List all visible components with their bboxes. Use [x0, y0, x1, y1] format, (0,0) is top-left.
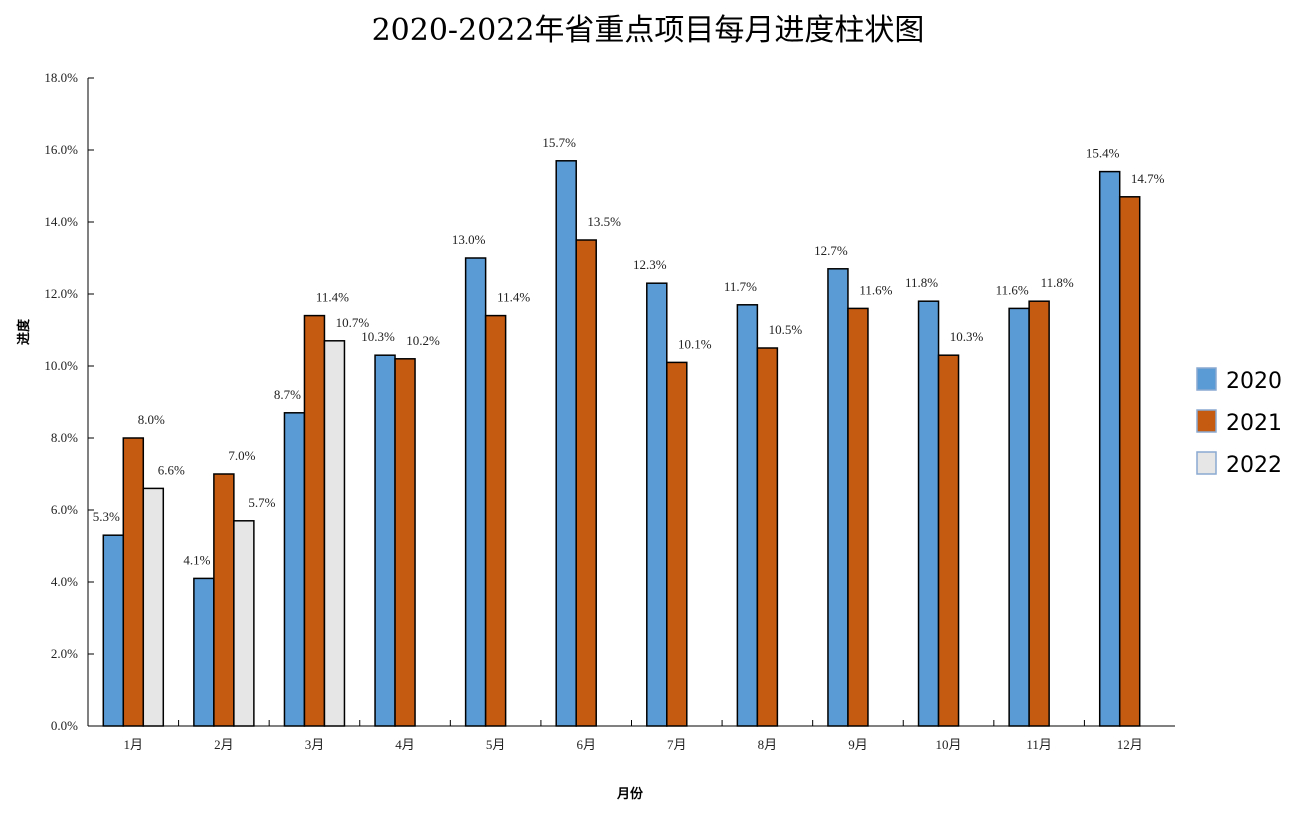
bar-2021	[575, 239, 597, 727]
bar-2022	[233, 520, 255, 727]
bar-2021	[937, 354, 960, 727]
bar-2021	[303, 314, 326, 727]
data-label: 5.3%	[93, 509, 120, 524]
x-tick-label: 3月	[305, 737, 325, 752]
bar-2020	[193, 577, 215, 727]
bar-2020	[1098, 170, 1121, 727]
chart-title: 2020-2022年省重点项目每月进度柱状图	[372, 13, 925, 48]
data-label: 15.4%	[1086, 146, 1120, 161]
data-label: 15.7%	[542, 135, 576, 150]
x-tick-label: 4月	[395, 737, 415, 752]
x-tick-label: 12月	[1117, 737, 1143, 752]
bar-2021	[1028, 300, 1050, 727]
y-tick-label: 16.0%	[44, 142, 78, 157]
legend-swatch-2021	[1196, 409, 1217, 433]
data-label: 5.7%	[248, 495, 275, 510]
data-label: 8.7%	[274, 387, 301, 402]
y-tick-label: 18.0%	[44, 70, 78, 85]
bar-2022	[323, 340, 346, 727]
x-axis-label: 月份	[616, 786, 644, 802]
data-label: 12.3%	[633, 257, 667, 272]
x-tick-label: 9月	[848, 737, 868, 752]
bar-2020	[555, 160, 577, 727]
legend-swatch-2020	[1196, 367, 1217, 391]
bar-2021	[1118, 196, 1141, 727]
bar-2021	[394, 358, 416, 727]
x-tick-label: 10月	[936, 737, 962, 752]
data-label: 10.5%	[769, 322, 803, 337]
x-tick-label: 7月	[667, 737, 687, 752]
data-label: 11.8%	[905, 275, 938, 290]
bar-2020	[646, 282, 668, 727]
data-label: 14.7%	[1131, 171, 1165, 186]
x-tick-label: 1月	[124, 737, 144, 752]
x-tick-label: 6月	[576, 737, 596, 752]
y-tick-label: 8.0%	[51, 430, 78, 445]
bar-2020	[917, 300, 940, 727]
legend-label: 2021	[1226, 411, 1282, 436]
bar-2021	[122, 437, 145, 727]
data-label: 10.1%	[678, 336, 712, 351]
legend-swatch-2022	[1196, 451, 1217, 475]
data-label: 12.7%	[814, 243, 848, 258]
bar-2020	[464, 257, 487, 727]
x-tick-label: 2月	[214, 737, 234, 752]
data-label: 6.6%	[158, 462, 185, 477]
x-tick-label: 8月	[758, 737, 778, 752]
bar-2020	[827, 268, 849, 727]
legend-label: 2020	[1226, 369, 1282, 394]
y-tick-label: 0.0%	[51, 718, 78, 733]
y-tick-label: 12.0%	[44, 286, 78, 301]
data-label: 11.7%	[724, 279, 757, 294]
bar-2021	[756, 347, 779, 727]
data-label: 11.4%	[497, 290, 530, 305]
data-label: 10.3%	[950, 329, 984, 344]
bar-2022	[142, 487, 165, 727]
data-label: 11.8%	[1041, 275, 1074, 290]
data-label: 10.3%	[361, 329, 395, 344]
bar-2020	[736, 304, 759, 727]
x-tick-label: 5月	[486, 737, 506, 752]
y-axis-label: 进度	[16, 318, 32, 345]
bar-2020	[1008, 307, 1030, 727]
bar-2021	[666, 361, 688, 727]
data-label: 13.5%	[587, 214, 621, 229]
bar-2021	[213, 473, 235, 727]
data-label: 11.6%	[859, 282, 892, 297]
data-label: 11.4%	[316, 290, 349, 305]
data-label: 4.1%	[183, 552, 210, 567]
bar-2021	[847, 307, 869, 727]
bar-2020	[374, 354, 396, 727]
data-label: 8.0%	[138, 412, 165, 427]
data-label: 11.6%	[996, 282, 1029, 297]
x-tick-label: 11月	[1026, 737, 1052, 752]
y-tick-label: 6.0%	[51, 502, 78, 517]
bar-2020	[102, 534, 125, 727]
y-tick-label: 2.0%	[51, 646, 78, 661]
bar-2021	[484, 314, 507, 727]
data-label: 7.0%	[228, 448, 255, 463]
data-label: 13.0%	[452, 232, 486, 247]
y-tick-label: 14.0%	[44, 214, 78, 229]
legend-label: 2022	[1226, 453, 1282, 478]
data-label: 10.7%	[336, 315, 370, 330]
y-tick-label: 4.0%	[51, 574, 78, 589]
bar-2020	[283, 412, 306, 727]
y-tick-label: 10.0%	[44, 358, 78, 373]
data-label: 10.2%	[406, 333, 440, 348]
